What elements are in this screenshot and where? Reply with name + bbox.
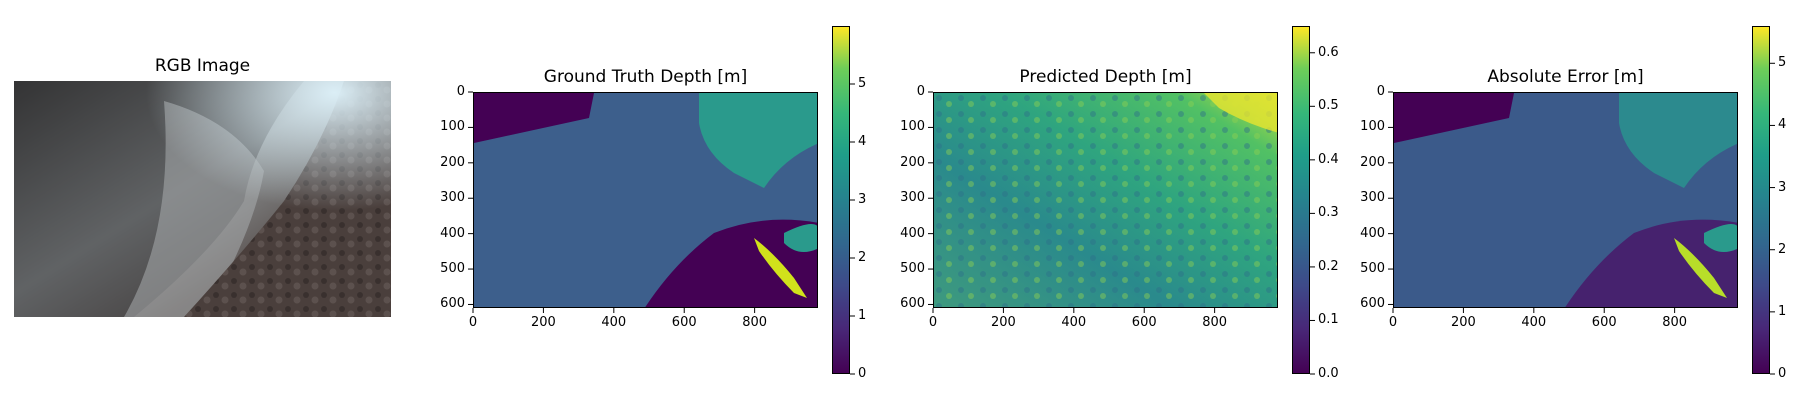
colorbar-tick-label: 0.2 <box>1318 258 1339 274</box>
err-colorbar <box>1752 26 1770 374</box>
colorbar-tick-label: 3 <box>858 192 867 207</box>
y-tick-label: 400 <box>1360 225 1385 241</box>
x-tick-label: 600 <box>1131 315 1157 330</box>
y-tick-label: 400 <box>900 225 925 241</box>
y-tick-label: 0 <box>1376 84 1385 99</box>
gt-colorbar <box>832 26 850 374</box>
colorbar-tick-label: 2 <box>858 250 867 265</box>
x-tick-label: 400 <box>601 315 627 330</box>
y-tick-label: 300 <box>1360 190 1385 206</box>
x-tick-label: 400 <box>1061 315 1087 330</box>
y-tick-label: 100 <box>1360 119 1385 135</box>
x-tick-label: 600 <box>1591 315 1617 330</box>
y-tick-label: 600 <box>1360 296 1385 312</box>
colorbar-tick-label: 1 <box>1778 303 1787 319</box>
pred-colorbar <box>1292 26 1310 374</box>
pred-panel-title: Predicted Depth [m] <box>1019 67 1192 87</box>
x-tick-label: 0 <box>1388 315 1398 330</box>
colorbar-tick-label: 0 <box>858 366 867 381</box>
y-tick-label: 300 <box>900 190 925 206</box>
colorbar-tick-label: 0.0 <box>1318 366 1339 381</box>
colorbar-tick-label: 3 <box>1778 179 1787 195</box>
colorbar-tick-label: 0 <box>1778 366 1787 381</box>
colorbar-tick-label: 5 <box>1778 55 1787 71</box>
y-tick-label: 0 <box>916 84 925 99</box>
colorbar-tick-label: 4 <box>1778 117 1787 133</box>
colorbar-tick-label: 5 <box>858 76 867 91</box>
x-tick-label: 400 <box>1521 315 1547 330</box>
colorbar-tick-label: 0.1 <box>1318 312 1339 328</box>
rgb-panel-title: RGB Image <box>154 56 251 76</box>
colorbar-tick-label: 0.4 <box>1318 151 1339 167</box>
colorbar-tick-label: 0.3 <box>1318 205 1339 221</box>
colorbar-tick-label: 0.5 <box>1318 98 1339 114</box>
x-tick-label: 0 <box>928 315 938 330</box>
y-tick-label: 100 <box>440 119 465 135</box>
err-panel-title: Absolute Error [m] <box>1487 67 1644 87</box>
pred-heatmap <box>933 92 1278 308</box>
y-tick-label: 300 <box>440 190 465 206</box>
err-heatmap <box>1393 92 1738 308</box>
colorbar-tick-label: 4 <box>858 134 867 149</box>
gt-heatmap <box>473 92 818 308</box>
y-tick-label: 100 <box>900 119 925 135</box>
y-tick-label: 600 <box>900 296 925 312</box>
y-tick-label: 600 <box>440 296 465 312</box>
y-tick-label: 400 <box>440 225 465 241</box>
gt-panel-title: Ground Truth Depth [m] <box>543 67 748 87</box>
x-tick-label: 800 <box>1202 315 1228 330</box>
y-tick-label: 200 <box>900 154 925 170</box>
y-tick-label: 200 <box>440 154 465 170</box>
colorbar-tick-label: 0.6 <box>1318 44 1339 60</box>
colorbar-tick-label: 2 <box>1778 241 1787 257</box>
y-tick-label: 500 <box>900 261 925 277</box>
x-tick-label: 200 <box>530 315 556 330</box>
y-tick-label: 500 <box>440 261 465 277</box>
x-tick-label: 800 <box>1662 315 1688 330</box>
colorbar-tick-label: 1 <box>858 308 867 323</box>
x-tick-label: 600 <box>671 315 697 330</box>
x-tick-label: 200 <box>990 315 1016 330</box>
y-tick-label: 500 <box>1360 261 1385 277</box>
rgb-image <box>14 81 391 317</box>
x-tick-label: 800 <box>742 315 768 330</box>
x-tick-label: 0 <box>468 315 478 330</box>
y-tick-label: 200 <box>1360 154 1385 170</box>
x-tick-label: 200 <box>1450 315 1476 330</box>
y-tick-label: 0 <box>456 84 465 99</box>
